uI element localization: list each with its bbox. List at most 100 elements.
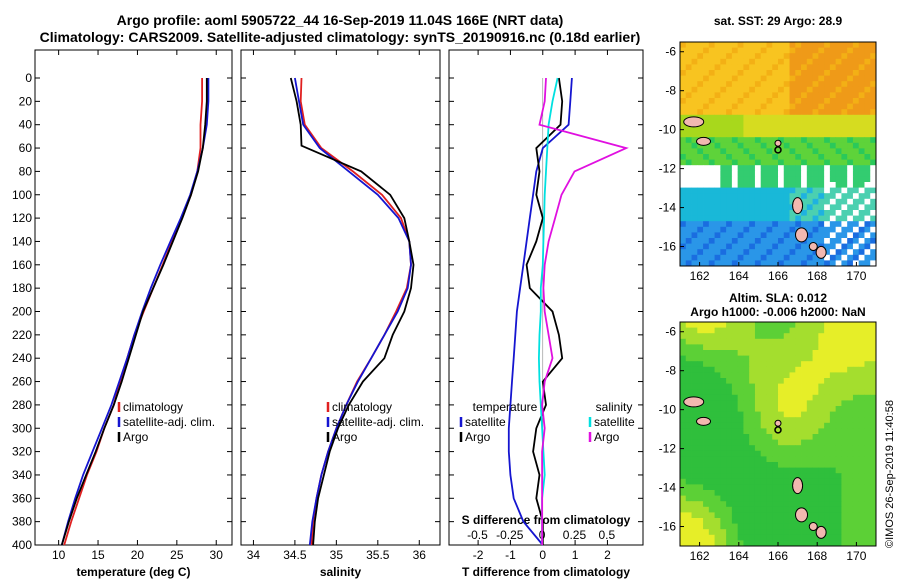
sst-map-cell xyxy=(708,142,715,149)
sla-map-cell xyxy=(680,389,687,396)
sla-map-cell xyxy=(749,361,756,368)
sst-map-cell xyxy=(847,170,854,177)
sst-map-cell xyxy=(731,137,739,144)
sst-map-cell xyxy=(754,64,762,71)
sst-map-cell xyxy=(703,64,710,71)
sst-map-cell xyxy=(858,204,865,211)
sla-map-cell xyxy=(778,540,785,547)
sla-map-cell xyxy=(731,383,739,390)
sla-map-cell xyxy=(818,428,825,435)
sla-map-cell xyxy=(870,372,877,379)
sst-map-cell xyxy=(818,47,825,54)
sst-map-cell xyxy=(847,120,854,127)
sla-map-cell xyxy=(789,439,796,446)
sst-map-cell xyxy=(847,226,854,233)
sst-map-cell xyxy=(731,243,739,250)
sst-map-cell xyxy=(824,109,831,116)
sla-map-cell xyxy=(766,462,773,468)
sst-map-cell xyxy=(835,254,842,261)
sla-map-cell xyxy=(720,434,727,440)
sst-map-cell xyxy=(726,58,733,65)
sla-map-cell xyxy=(714,333,721,340)
sla-map-cell xyxy=(835,338,842,345)
sla-map-cell xyxy=(772,478,779,485)
sst-map-cell xyxy=(749,103,756,110)
sst-map-cell xyxy=(703,170,710,177)
sla-map-cell xyxy=(870,506,877,513)
sst-map-cell xyxy=(864,70,871,76)
sst-map-cell xyxy=(801,187,808,194)
sla-map-cell xyxy=(697,361,704,368)
sst-map-cell xyxy=(864,47,871,54)
sst-map-cell xyxy=(778,109,785,116)
sla-map-cell xyxy=(766,394,773,401)
sla-map-cell xyxy=(754,462,762,468)
sla-map-cell xyxy=(789,450,796,457)
sla-map-cell xyxy=(743,366,750,373)
sla-map-cell xyxy=(697,406,704,412)
sla-map-cell xyxy=(754,456,762,463)
sst-map-cell xyxy=(858,148,865,155)
sla-map-cell xyxy=(812,512,819,519)
sla-map-cell xyxy=(795,411,802,418)
sla-map-cell xyxy=(835,372,842,379)
sla-map-cell xyxy=(835,518,842,524)
sla-map-cell xyxy=(743,467,750,474)
sst-map-cell xyxy=(697,193,704,200)
sst-map-cell xyxy=(864,215,871,222)
y-tick-label: 60 xyxy=(19,141,33,155)
sst-map-cell xyxy=(680,170,687,177)
sla-map-cell xyxy=(766,439,773,446)
sla-map-cell xyxy=(812,434,819,440)
sst-map-cell xyxy=(835,193,842,200)
sla-map-cell xyxy=(841,462,848,468)
y-tick-label: 180 xyxy=(12,281,32,295)
sst-map-cell xyxy=(858,254,865,261)
sst-map-cell xyxy=(749,64,756,71)
sst-map-cell xyxy=(783,120,790,127)
sst-map-cell xyxy=(754,81,762,88)
sst-map-cell xyxy=(685,215,692,222)
sla-map-cell xyxy=(847,389,854,396)
sst-map-cell xyxy=(703,142,710,149)
sst-map-cell xyxy=(841,70,848,76)
sla-map-cell xyxy=(783,355,790,362)
sla-map-cell xyxy=(858,422,865,429)
sla-map-cell xyxy=(708,473,715,480)
sla-map-cell xyxy=(749,383,756,390)
sla-map-cell xyxy=(754,378,762,384)
sla-map-cell xyxy=(858,540,865,547)
sst-map-cell xyxy=(708,159,715,166)
sla-map-cell xyxy=(737,456,744,463)
sla-map-cell xyxy=(760,439,767,446)
island-shape xyxy=(792,197,804,215)
sst-map-cell xyxy=(778,182,785,188)
sst-map-cell xyxy=(708,243,715,250)
sla-map-cell xyxy=(864,327,871,334)
sst-map-cell xyxy=(697,75,704,82)
sla-map-cell xyxy=(864,411,871,418)
sst-map-cell xyxy=(691,103,698,110)
sst-map-cell xyxy=(864,226,871,233)
sla-map-cell xyxy=(852,501,860,508)
map-x-tick-label: 168 xyxy=(807,269,827,283)
sst-map-cell xyxy=(801,131,808,138)
sla-map-cell xyxy=(806,322,813,328)
sst-map-cell xyxy=(685,226,692,233)
sst-map-cell xyxy=(743,137,750,144)
sst-map-cell xyxy=(795,215,802,222)
sla-map-cell xyxy=(870,366,877,373)
sst-map-cell xyxy=(685,70,692,76)
sla-map-cell xyxy=(708,378,715,384)
sst-map-cell xyxy=(870,159,877,166)
sla-map-cell xyxy=(870,512,877,519)
sla-map-cell xyxy=(720,383,727,390)
sla-map-cell xyxy=(703,378,710,384)
sla-map-cell xyxy=(801,372,808,379)
sst-map-cell xyxy=(766,254,773,261)
sla-map-cell xyxy=(818,434,825,440)
sla-map-cell xyxy=(870,383,877,390)
sst-map-cell xyxy=(778,249,785,256)
x-axis-label-1: salinity xyxy=(320,565,362,579)
sla-map-cell xyxy=(749,490,756,496)
